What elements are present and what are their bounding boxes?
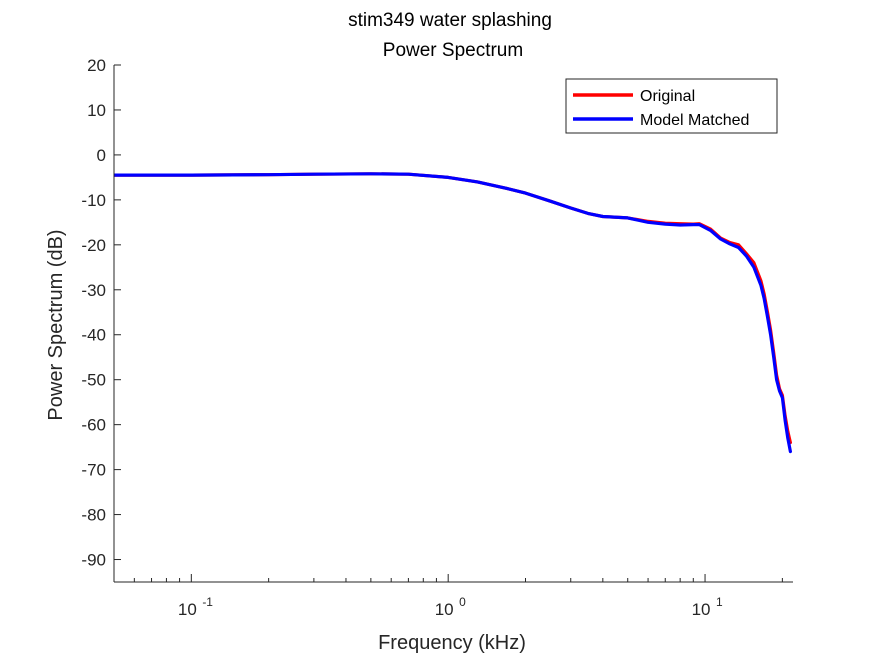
plot-background: [114, 65, 793, 582]
series-line-model-matched: [114, 172, 793, 454]
legend-label: Model Matched: [640, 112, 749, 129]
y-tick-label: -20: [81, 236, 106, 255]
y-tick-label: 20: [87, 56, 106, 75]
legend-box: [565, 78, 778, 134]
x-tick-exponent: 1: [716, 595, 723, 609]
y-tick-label: -30: [81, 281, 106, 300]
y-tick-label: -50: [81, 371, 106, 390]
x-tick-exponent: -1: [202, 595, 213, 609]
y-tick-label: -70: [81, 461, 106, 480]
y-tick-label: -60: [81, 416, 106, 435]
x-axis-ticks: 10 -1 10 0 10 1: [113, 574, 783, 619]
y-tick-label: -80: [81, 506, 106, 525]
plot-area: 20 10 0 -10 -20 -30 -40 -50 -60 -70 -80 -90 10 -1 10 0…: [81, 56, 793, 619]
y-tick-label: 10: [87, 101, 106, 120]
x-tick-label: 10: [692, 600, 711, 619]
series-layer: [114, 172, 793, 454]
legend-label: Original: [640, 88, 695, 105]
y-axis-label: Power Spectrum (dB): [45, 229, 67, 420]
y-tick-label: -90: [81, 551, 106, 570]
y-tick-label: -10: [81, 191, 106, 210]
chart-subtitle: Power Spectrum: [383, 40, 523, 61]
y-tick-label: 0: [97, 146, 106, 165]
y-tick-label: -40: [81, 326, 106, 345]
x-axis-label: Frequency (kHz): [378, 632, 526, 654]
x-tick-label: 10: [178, 600, 197, 619]
x-tick-exponent: 0: [459, 595, 466, 609]
chart-title: stim349 water splashing: [348, 10, 552, 31]
x-tick-label: 10: [435, 600, 454, 619]
y-axis-ticks: 20 10 0 -10 -20 -30 -40 -50 -60 -70 -80 -90: [81, 56, 121, 570]
legend: Original Model Matched: [565, 78, 778, 134]
